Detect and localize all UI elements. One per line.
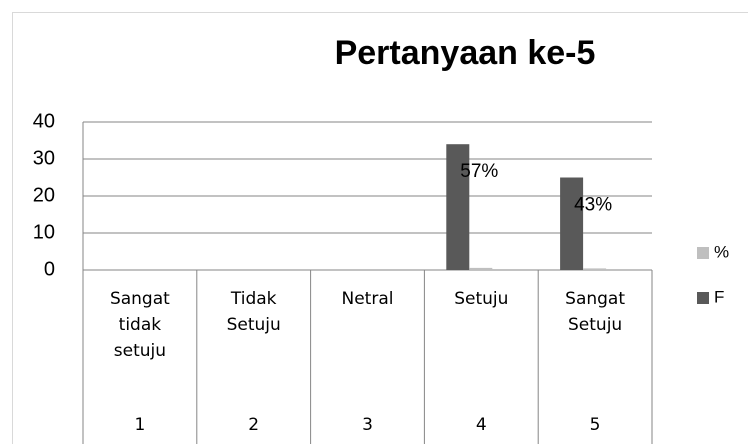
x-category-box: Sangat Setuju <box>565 289 626 335</box>
chart-title: Pertanyaan ke-5 <box>335 34 596 72</box>
bar <box>469 267 493 270</box>
x-tick-label: Sangat tidak setuju <box>109 289 170 361</box>
x-tick-code: 2 <box>248 415 259 435</box>
x-tick-label: Setuju <box>454 289 509 309</box>
legend-swatch <box>697 247 709 259</box>
legend-label: % <box>714 242 729 261</box>
x-tick-label: Tidak Setuju <box>226 289 281 335</box>
x-category-box: Netral <box>341 289 394 309</box>
legend-label: F <box>714 287 724 306</box>
chart-frame <box>12 12 748 444</box>
y-tick-label: 0 <box>44 258 55 280</box>
x-tick-code: 3 <box>362 415 373 435</box>
y-tick-label: 20 <box>33 184 55 206</box>
bar <box>560 177 584 270</box>
data-label: 43% <box>574 195 612 216</box>
y-tick-label: 40 <box>33 110 55 132</box>
x-tick-code: 4 <box>476 415 487 435</box>
y-tick-label: 30 <box>33 147 55 169</box>
x-category-box: Sangat tidak setuju <box>109 289 170 361</box>
data-label: 57% <box>460 161 498 182</box>
bar <box>446 144 470 270</box>
x-tick-code: 5 <box>590 415 601 435</box>
x-tick-label: Netral <box>341 289 394 309</box>
x-tick-code: 1 <box>134 415 145 435</box>
bar <box>583 268 607 270</box>
x-category-box: Tidak Setuju <box>226 289 281 335</box>
y-tick-label: 10 <box>33 221 55 243</box>
x-category-box: Setuju <box>454 289 509 309</box>
x-tick-label: Sangat Setuju <box>565 289 626 335</box>
legend-swatch <box>697 292 709 304</box>
